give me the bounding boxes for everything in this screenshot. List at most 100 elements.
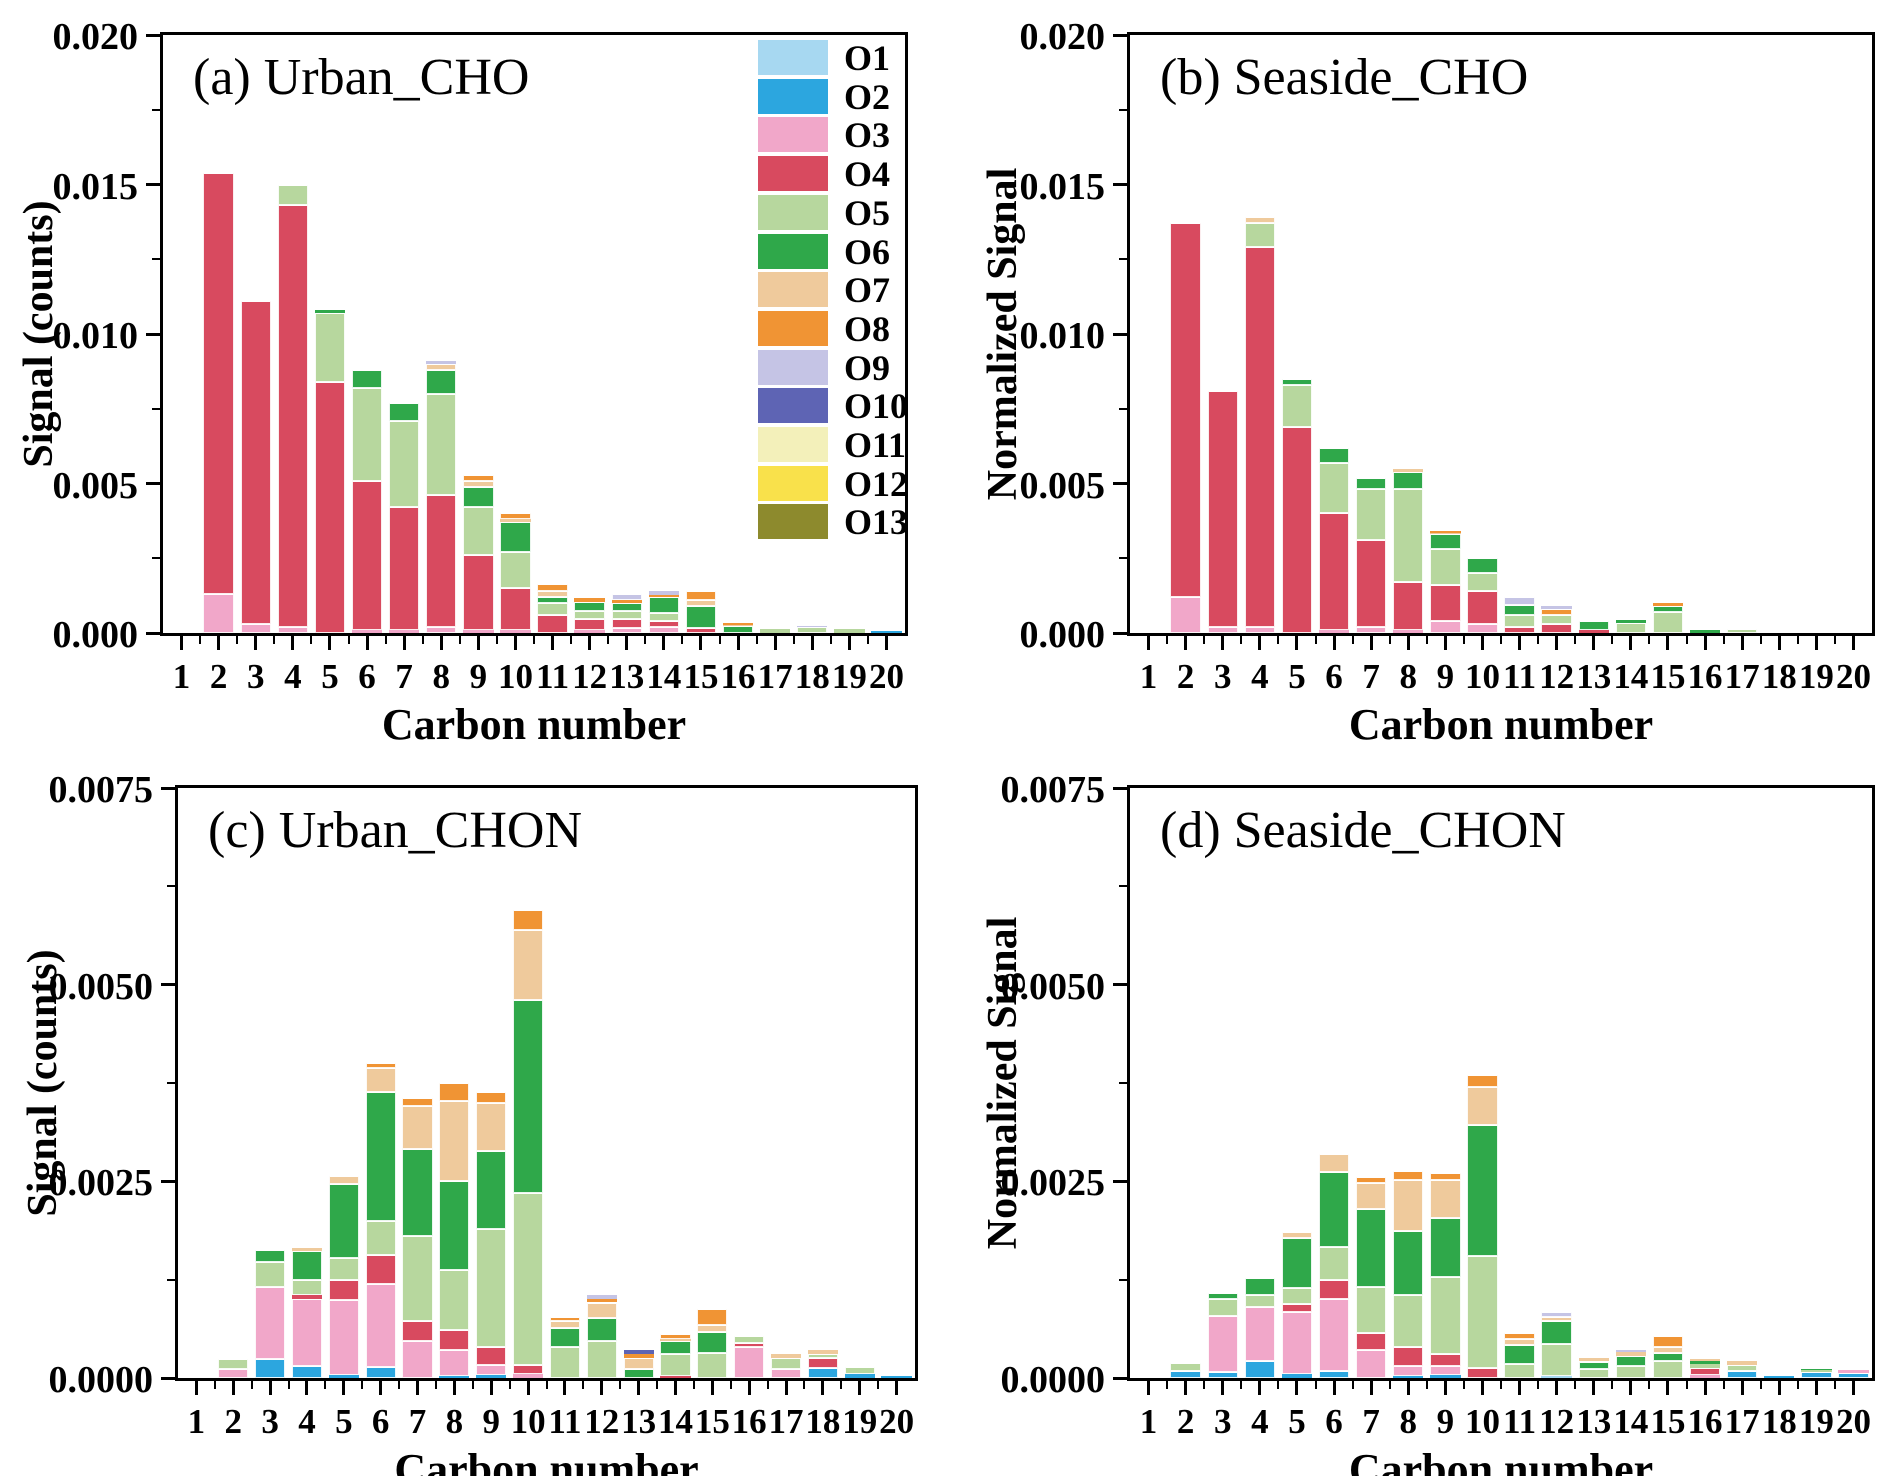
- bar-segment-c-C10-O6: [512, 1000, 544, 1194]
- x-tick-label: 3: [1214, 657, 1232, 696]
- x-major-tick: [416, 1381, 420, 1395]
- legend-entry-O3: O3: [758, 117, 918, 154]
- bar-segment-c-C17-O3: [770, 1369, 802, 1378]
- bar-segment-d-C6-O2: [1318, 1370, 1350, 1378]
- legend-swatch-O3: [758, 117, 828, 153]
- x-major-tick: [551, 636, 555, 650]
- x-tick-label: 1: [1139, 1402, 1158, 1441]
- x-tick-label: 18: [794, 657, 830, 696]
- x-tick-label: 3: [261, 1402, 279, 1441]
- bar-segment-a-C9-O4: [463, 555, 494, 631]
- x-major-tick: [1295, 1381, 1299, 1395]
- x-minor-tick: [692, 1381, 695, 1389]
- legend-label-O5: O5: [844, 192, 891, 233]
- x-tick-label: 4: [1251, 657, 1269, 696]
- bar-segment-a-C3-O3: [240, 624, 271, 633]
- x-tick-label: 15: [1650, 657, 1686, 696]
- bar-segment-d-C8-O2: [1393, 1375, 1424, 1378]
- x-major-tick: [231, 1381, 235, 1395]
- bar-segment-c-C13-O6: [623, 1368, 654, 1378]
- bar-segment-d-C8-O6: [1393, 1230, 1424, 1296]
- bar-segment-d-C16-O6: [1689, 1361, 1721, 1364]
- bar-segment-c-C15-O5: [697, 1352, 728, 1378]
- y-major-tick: [1113, 33, 1127, 37]
- bar-segment-d-C8-O3: [1393, 1366, 1424, 1376]
- x-major-tick: [1480, 1381, 1484, 1395]
- x-minor-tick: [1425, 636, 1428, 644]
- legend-entry-O12: O12: [758, 465, 918, 503]
- bar-segment-c-C8-O7: [439, 1101, 470, 1182]
- x-major-tick: [1295, 636, 1299, 650]
- x-minor-tick: [1240, 1381, 1243, 1389]
- x-minor-tick: [1277, 636, 1280, 644]
- bar-segment-c-C18-O4: [807, 1358, 838, 1368]
- y-major-tick: [146, 332, 160, 336]
- bar-segment-c-C8-O5: [439, 1270, 470, 1331]
- bar-segment-b-C16-O6: [1689, 630, 1721, 633]
- x-major-tick: [268, 1381, 272, 1395]
- x-major-tick: [526, 1381, 530, 1395]
- bar-segment-c-C3-O6: [255, 1249, 286, 1262]
- x-major-tick: [736, 636, 740, 650]
- y-tick-label: 0.0075: [48, 769, 154, 811]
- legend-entry-O10: O10: [758, 388, 918, 425]
- bar-segment-c-C8-O2: [439, 1375, 470, 1378]
- y-minor-tick: [1119, 108, 1127, 111]
- bar-segment-d-C2-O5: [1170, 1363, 1201, 1371]
- x-tick-label: 5: [1288, 657, 1306, 696]
- x-minor-tick: [1388, 636, 1391, 644]
- x-minor-tick: [840, 1381, 843, 1389]
- x-tick-label: 14: [1613, 1402, 1649, 1441]
- x-tick-label: 18: [1761, 1402, 1797, 1441]
- x-major-tick: [1221, 1381, 1225, 1395]
- bar-segment-a-C8-O9: [426, 360, 457, 364]
- bar-segment-b-C17-O5: [1726, 628, 1758, 633]
- bar-segment-c-C15-O7: [697, 1325, 728, 1333]
- x-minor-tick: [324, 1381, 327, 1389]
- bar-segment-c-C6-O7: [365, 1068, 396, 1093]
- y-major-tick: [1113, 332, 1127, 336]
- x-minor-tick: [1685, 1381, 1688, 1389]
- x-axis-title-d: Carbon number: [1348, 1445, 1654, 1476]
- bar-segment-c-C12-O6: [586, 1318, 617, 1342]
- panel-title-a: (a) Urban_CHO: [193, 49, 530, 106]
- x-minor-tick: [1611, 1381, 1614, 1389]
- x-minor-tick: [656, 1381, 659, 1389]
- x-major-tick: [1740, 636, 1744, 650]
- x-tick-label: 19: [842, 1402, 878, 1441]
- x-tick-label: 11: [536, 657, 570, 696]
- plot-frame-c: [175, 785, 918, 1381]
- x-minor-tick: [1648, 636, 1651, 644]
- bar-segment-b-C12-O9: [1541, 606, 1572, 610]
- x-tick-label: 18: [1761, 657, 1797, 696]
- bar-segment-a-C14-O9: [648, 590, 680, 595]
- legend-entry-O7: O7: [758, 272, 918, 309]
- legend: O1 O2 O3 O4 O5 O6 O7 O8 O9 O10 O11 O12 O13: [758, 40, 918, 543]
- bar-segment-c-C9-O6: [476, 1151, 507, 1230]
- bar-segment-d-C11-O8: [1504, 1333, 1535, 1339]
- bar-segment-c-C14-O4: [660, 1376, 691, 1378]
- bar-segment-a-C9-O6: [463, 486, 494, 508]
- bar-segment-d-C14-O6: [1615, 1355, 1647, 1367]
- bar-segment-b-C14-O5: [1615, 622, 1647, 633]
- x-tick-label: 13: [1576, 1402, 1612, 1441]
- x-major-tick: [1629, 1381, 1633, 1395]
- bar-segment-d-C11-O5: [1504, 1363, 1535, 1378]
- x-major-tick: [1777, 1381, 1781, 1395]
- x-major-tick: [600, 1381, 604, 1395]
- bar-segment-a-C6-O4: [351, 480, 383, 631]
- bar-segment-c-C15-O8: [697, 1308, 728, 1326]
- bar-segment-d-C8-O5: [1393, 1295, 1424, 1348]
- bar-segment-a-C6-O6: [351, 369, 383, 388]
- bar-segment-d-C3-O3: [1207, 1315, 1238, 1372]
- bar-segment-a-C11-O8: [537, 583, 568, 592]
- bar-segment-d-C11-O6: [1504, 1344, 1535, 1364]
- x-tick-label: 20: [1835, 1402, 1871, 1441]
- plot-area-b: [1130, 35, 1872, 633]
- y-tick-label: 0.0050: [48, 965, 154, 1008]
- x-minor-tick: [1833, 636, 1836, 644]
- bar-segment-c-C10-O7: [512, 929, 544, 1001]
- x-major-tick: [489, 1381, 493, 1395]
- bar-segment-c-C9-O2: [476, 1374, 507, 1378]
- x-major-tick: [773, 636, 777, 650]
